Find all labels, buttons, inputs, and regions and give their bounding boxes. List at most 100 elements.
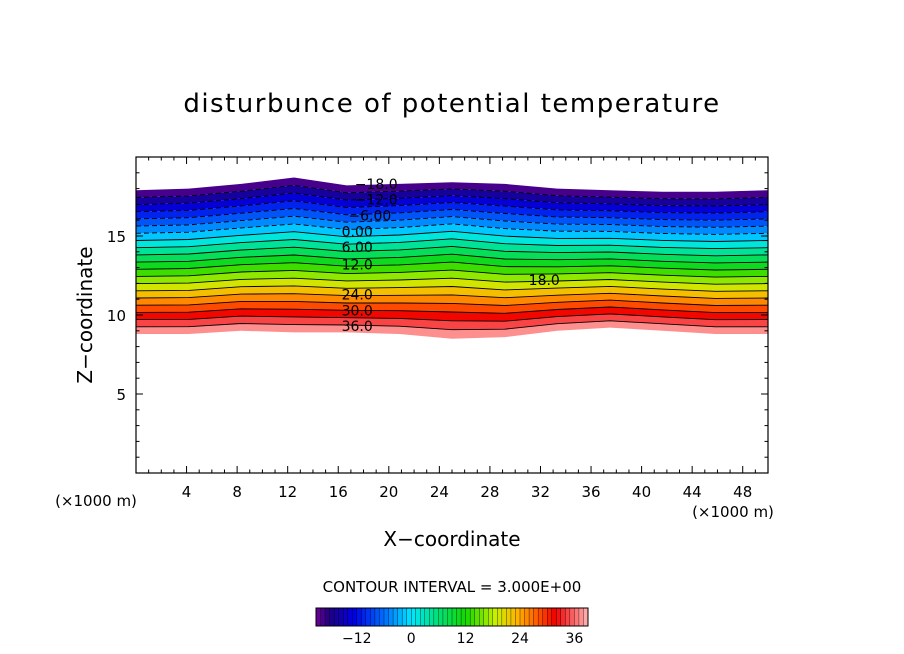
x-tick-label: 4 — [182, 483, 192, 501]
contour-band — [136, 208, 768, 228]
colorbar-cell — [551, 607, 557, 627]
colorbar-cell — [383, 607, 390, 627]
contour-line — [135, 277, 769, 285]
colorbar-cell — [510, 607, 516, 627]
contour-label: 36.0 — [342, 319, 373, 335]
contour-line — [135, 269, 769, 278]
contour-line — [135, 192, 769, 207]
colorbar-cell — [569, 607, 575, 627]
colorbar-cell — [329, 607, 335, 627]
x-tick-label: 28 — [480, 483, 499, 501]
colorbar-tick-label: 24 — [511, 631, 529, 647]
colorbar-cell — [442, 607, 448, 627]
contour-line — [135, 320, 768, 331]
colorbar-cell — [411, 607, 417, 627]
colorbar-cell — [528, 607, 535, 627]
colorbar-cell — [397, 607, 403, 627]
colorbar-cell — [347, 607, 353, 627]
colorbar-cell — [537, 607, 544, 627]
colorbar-cell — [451, 607, 458, 627]
colorbar-cell — [488, 607, 494, 627]
contour-band — [136, 278, 768, 292]
x-tick-label: 40 — [632, 483, 651, 501]
contour-line — [135, 285, 769, 292]
contour-band — [136, 285, 768, 299]
x-tick-label: 36 — [581, 483, 600, 501]
colorbar-cell — [401, 607, 408, 627]
colorbar-cell — [406, 607, 412, 627]
contour-line — [135, 306, 769, 314]
contour-line — [135, 208, 769, 221]
contour-label: −6.00 — [348, 208, 391, 224]
y-tick-label: 15 — [107, 228, 126, 246]
colorbar-cell — [565, 607, 571, 627]
colorbar-cell — [556, 607, 562, 627]
colorbar-cell — [497, 607, 503, 627]
colorbar-cell — [374, 607, 380, 627]
x-axis: 4 8 12 16 20 24 28 32 36 40 44 48 — [148, 157, 756, 501]
colorbar-cell — [379, 607, 385, 627]
colorbar-cell — [320, 607, 326, 627]
contour-interval-label: CONTOUR INTERVAL = 3.000E+00 — [323, 578, 582, 596]
y-tick-label: 5 — [116, 386, 126, 404]
contour-line — [135, 215, 769, 228]
contour-label: 12.0 — [342, 257, 373, 273]
contour-line — [135, 253, 769, 264]
x-unit-left: (×1000 m) — [55, 492, 137, 510]
colorbar-cell — [415, 607, 421, 627]
colorbar-tick-label: 36 — [565, 631, 583, 647]
colorbar-cell — [424, 607, 430, 627]
colorbar-cell — [365, 607, 371, 627]
y-axis: 5 10 15 — [107, 172, 768, 458]
colorbar: −12 0 12 24 36 — [315, 607, 589, 647]
x-tick-label: 48 — [733, 483, 752, 501]
colorbar-cell — [356, 607, 362, 627]
contour-line — [135, 261, 769, 271]
colorbar-cell — [324, 607, 331, 627]
colorbar-cell — [501, 607, 507, 627]
colorbar-cell — [352, 607, 358, 627]
contour-band — [136, 216, 768, 235]
colorbar-cell — [519, 607, 526, 627]
colorbar-cell — [343, 607, 349, 627]
colorbar-cell — [515, 607, 521, 627]
colorbar-cell — [479, 607, 485, 627]
contour-label: 6.00 — [342, 240, 373, 256]
colorbar-cell — [388, 607, 394, 627]
colorbar-cell — [578, 607, 584, 627]
x-tick-label: 8 — [232, 483, 242, 501]
x-unit-right: (×1000 m) — [692, 503, 774, 521]
colorbar-tick-label: 12 — [457, 631, 475, 647]
colorbar-cell — [447, 607, 453, 627]
x-tick-label: 20 — [379, 483, 398, 501]
colorbar-cell — [438, 607, 444, 627]
colorbar-cell — [533, 607, 539, 627]
chart-title: disturbunce of potential temperature — [183, 89, 720, 119]
colorbar-tick-label: 0 — [407, 631, 416, 647]
contour-line — [135, 292, 769, 299]
contour-label: −12.0 — [355, 193, 398, 209]
contour-band — [136, 270, 768, 285]
contour-band — [136, 300, 768, 314]
contour-line — [135, 200, 769, 214]
colorbar-frame — [315, 607, 589, 627]
contour-line — [135, 245, 769, 257]
contour-band — [136, 293, 768, 306]
x-tick-label: 16 — [329, 483, 348, 501]
contour-line — [135, 184, 769, 200]
contour-label: 0.00 — [342, 224, 373, 240]
contour-line — [135, 238, 769, 250]
contour-band — [136, 313, 768, 330]
x-tick-label: 24 — [430, 483, 449, 501]
colorbar-cell — [547, 607, 553, 627]
colorbar-cell — [469, 607, 476, 627]
x-tick-label: 32 — [531, 483, 550, 501]
contour-line — [135, 313, 769, 322]
colorbar-cell — [433, 607, 439, 627]
contour-band — [136, 200, 768, 221]
contour-band — [136, 231, 768, 249]
contour-label: 24.0 — [342, 287, 373, 303]
contour-line — [135, 223, 769, 235]
contour-label: 18.0 — [529, 273, 560, 289]
